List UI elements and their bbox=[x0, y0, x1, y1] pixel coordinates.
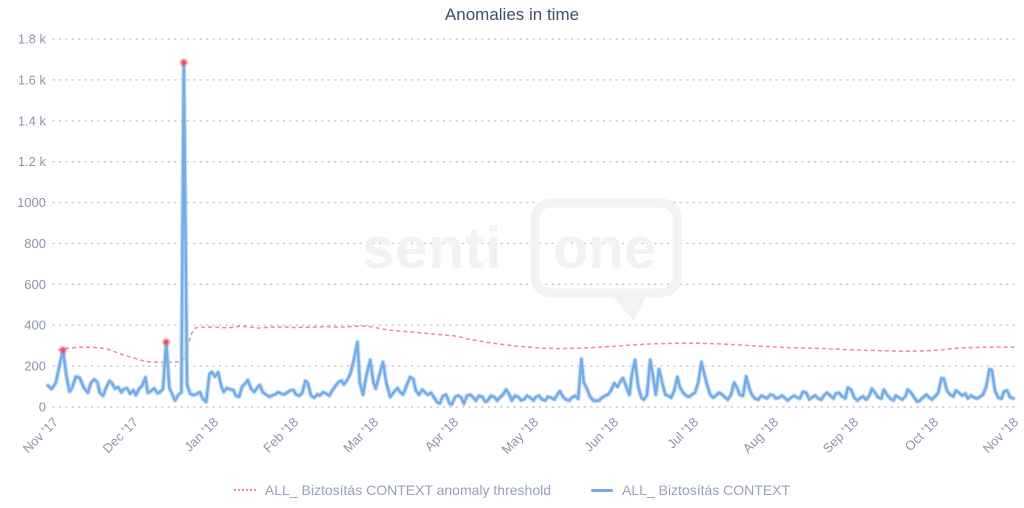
watermark-bubble-tail bbox=[612, 296, 646, 321]
x-axis-tick-label: Mar '18 bbox=[340, 415, 381, 456]
watermark-sentione-text: senti bbox=[362, 216, 502, 281]
watermark-speech-bubble bbox=[530, 198, 682, 298]
x-axis-tick-label: Feb '18 bbox=[260, 415, 301, 456]
x-axis-tick-label: Oct '18 bbox=[902, 415, 941, 454]
dotted-line-icon bbox=[233, 489, 256, 491]
y-axis-tick-label: 1.6 k bbox=[18, 72, 47, 87]
chart-title: Anomalies in time bbox=[444, 5, 580, 24]
x-axis-tick-label: May '18 bbox=[499, 415, 542, 458]
x-axis-tick-label: Jul '18 bbox=[664, 415, 701, 452]
x-axis-tick-label: Aug '18 bbox=[740, 415, 781, 456]
y-axis-tick-label: 400 bbox=[24, 318, 46, 333]
anomaly-dot[interactable] bbox=[163, 339, 169, 345]
y-axis-tick-label: 600 bbox=[24, 277, 46, 292]
anomaly-dot[interactable] bbox=[181, 60, 187, 66]
legend-series-label: ALL_ Biztosítás CONTEXT bbox=[622, 482, 791, 498]
series-line-context bbox=[46, 61, 1015, 406]
x-axis-tick-label: Dec '17 bbox=[100, 415, 141, 456]
y-axis-tick-label: 0 bbox=[39, 400, 46, 415]
y-axis-tick-label: 200 bbox=[24, 359, 46, 374]
threshold-line bbox=[58, 325, 1015, 364]
x-axis-tick-label: Nov '17 bbox=[20, 415, 61, 456]
x-axis-tick-label: Nov '18 bbox=[980, 415, 1021, 456]
x-axis-tick-label: Apr '18 bbox=[422, 415, 461, 454]
chart-canvas: 0 200 400 600 800 1000 1.2 k 1.4 k 1.6 k 1.8 k Nov… bbox=[17, 32, 1021, 458]
legend-item-threshold[interactable]: ALL_ Biztosítás CONTEXT anomaly threshol… bbox=[233, 482, 552, 498]
y-axis-tick-label: 1.4 k bbox=[18, 113, 47, 128]
watermark-one-text: one bbox=[553, 216, 656, 281]
legend-item-context[interactable]: ALL_ Biztosítás CONTEXT bbox=[591, 482, 790, 498]
solid-line-icon bbox=[591, 488, 614, 492]
y-axis-tick-label: 1.8 k bbox=[18, 32, 47, 47]
x-axis-tick-label: Jan '18 bbox=[181, 415, 221, 455]
y-axis-tick-label: 1.2 k bbox=[18, 154, 47, 169]
y-axis-tick-label: 800 bbox=[24, 236, 46, 251]
y-axis-tick-label: 1000 bbox=[17, 195, 46, 210]
chart-legend: ALL_ Biztosítás CONTEXT anomaly threshol… bbox=[0, 482, 1024, 498]
legend-threshold-label: ALL_ Biztosítás CONTEXT anomaly threshol… bbox=[264, 482, 552, 498]
x-axis-tick-label: Sep '18 bbox=[820, 415, 861, 456]
x-axis-tick-label: Jun '18 bbox=[581, 415, 621, 455]
anomaly-dot[interactable] bbox=[60, 347, 66, 353]
